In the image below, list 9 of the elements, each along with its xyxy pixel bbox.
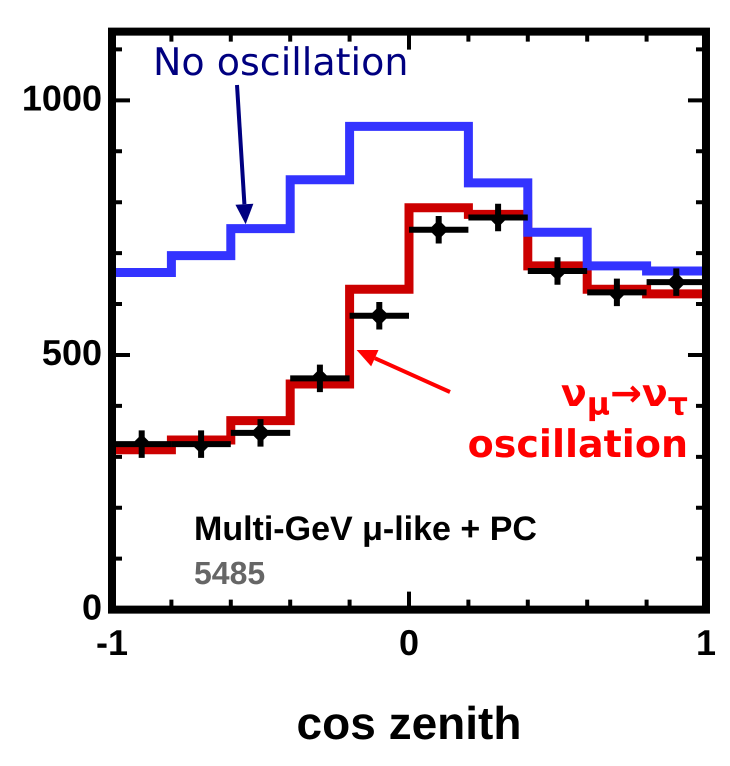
text: ν$_{μ}$→ν$_{τ}$ oscillation <box>466 371 688 467</box>
x-tick-label: 1 <box>696 622 716 664</box>
annotation: 5485 <box>194 555 266 591</box>
y-tick-label: 1000 <box>22 77 102 118</box>
x-tick-label: 0 <box>398 622 420 664</box>
x-axis-title: cos zenith <box>296 697 522 750</box>
annotation: Multi-GeV μ-like + PC <box>194 510 537 548</box>
y-tick-label: 500 <box>42 332 102 373</box>
series-label: No oscillation <box>153 40 408 84</box>
